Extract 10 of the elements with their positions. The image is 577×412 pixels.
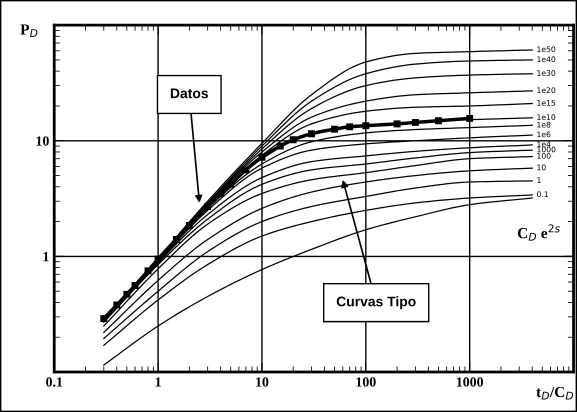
legend-title: C$_{D}$ e$^{2s}$ xyxy=(518,224,560,241)
x-tick-label: 10 xyxy=(256,377,268,387)
x-tick-label: 1000 xyxy=(456,377,484,387)
y-axis-title: P$_{D}$ xyxy=(20,24,38,37)
annotation: Curvas Tipo xyxy=(336,296,416,310)
annotation: Datos xyxy=(170,88,208,98)
x-axis-title: t$_{D}$/C$_{D}$ xyxy=(536,386,574,400)
x-tick-label: 0.1 xyxy=(46,377,62,387)
x-tick-label: 1 xyxy=(156,377,161,387)
x-tick-label: 100 xyxy=(356,377,376,387)
